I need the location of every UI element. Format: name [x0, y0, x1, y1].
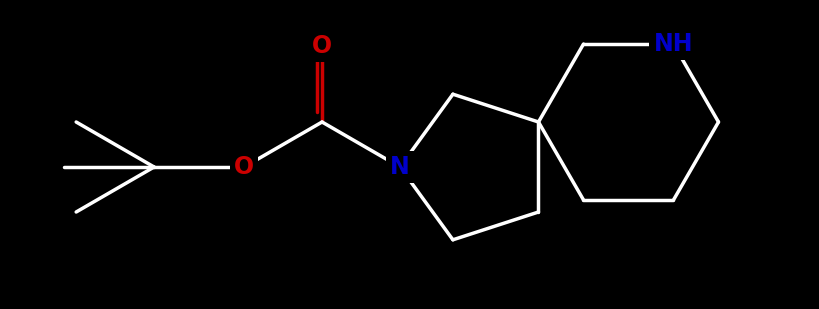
Text: O: O	[233, 155, 254, 179]
Text: O: O	[311, 33, 332, 57]
Text: NH: NH	[653, 32, 692, 56]
Text: N: N	[390, 155, 410, 179]
